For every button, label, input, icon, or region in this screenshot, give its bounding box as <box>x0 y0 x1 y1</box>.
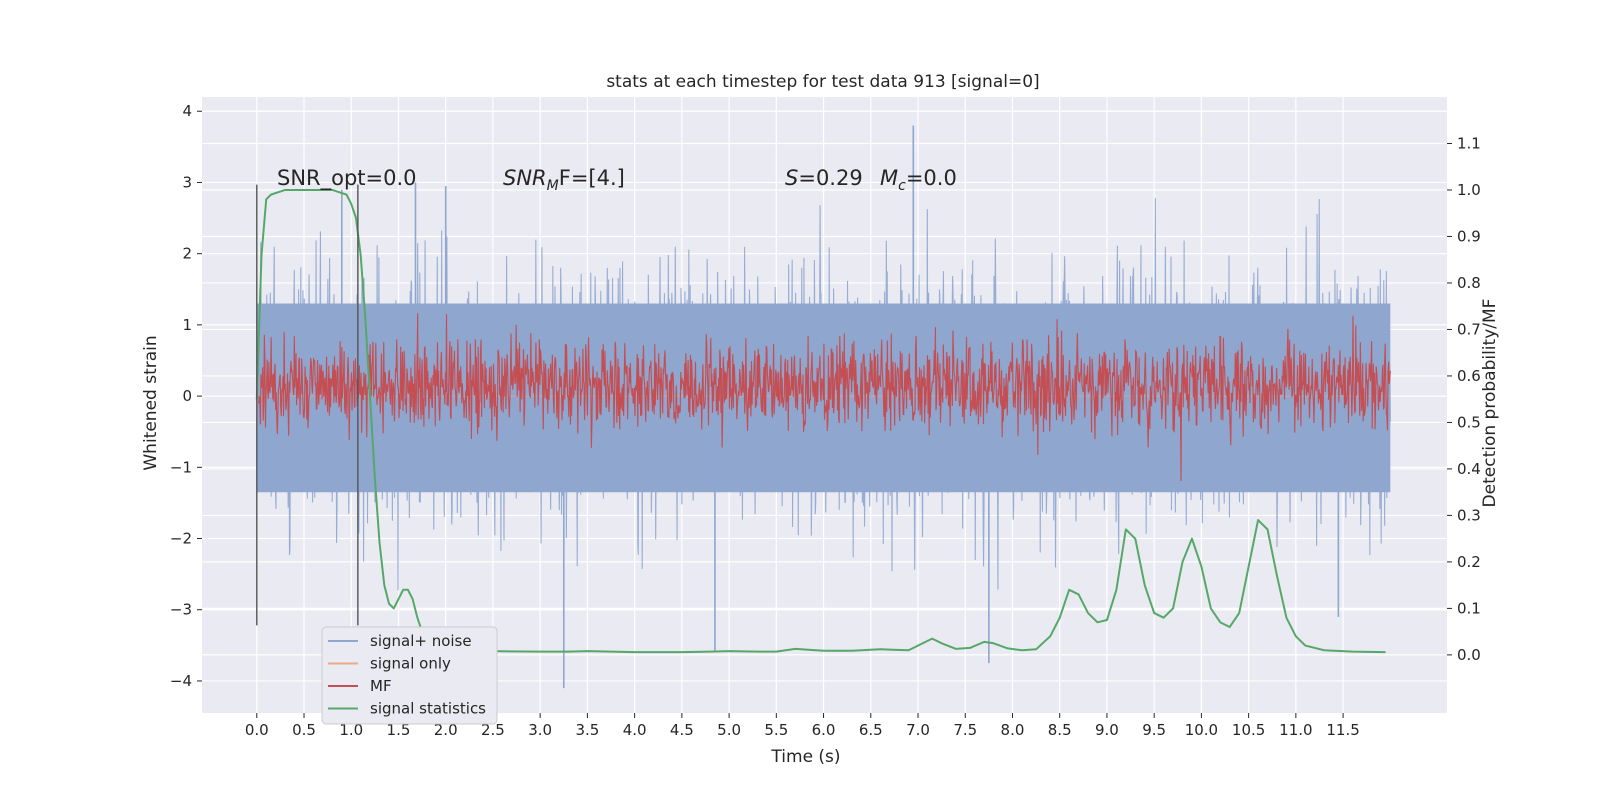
x-tick-label: 10.5 <box>1232 721 1265 739</box>
x-tick-label: 9.0 <box>1095 721 1119 739</box>
x-tick-label: 8.0 <box>1001 721 1025 739</box>
annotation-snr-mf: SNRMF=[4.] <box>503 166 625 194</box>
x-tick-label: 5.0 <box>717 721 741 739</box>
right-y-tick-label: 0.5 <box>1457 413 1481 431</box>
right-y-tick-label: 0.1 <box>1457 599 1481 617</box>
legend-label: MF <box>370 677 392 695</box>
annotation-mc-value: =0.0 <box>906 166 957 190</box>
right-y-tick-label: 0.7 <box>1457 320 1481 338</box>
legend-label: signal statistics <box>370 700 486 718</box>
legend: signal+ noise signal only MF signal statist… <box>321 626 498 725</box>
x-tick-label: 3.0 <box>528 721 552 739</box>
x-tick-label: 8.5 <box>1048 721 1072 739</box>
legend-items: signal+ noise signal only MF signal statist… <box>328 632 486 718</box>
annotation-s-label: S <box>785 166 798 190</box>
x-tick-label: 4.0 <box>623 721 647 739</box>
annotation-mc-base: M <box>880 166 898 190</box>
right-y-tick-label: 0.0 <box>1457 646 1481 664</box>
left-y-axis-ticks: 4 3 2 1 0 −1 −2 −3 −4 <box>170 102 202 690</box>
annotation-s: S=0.29 <box>785 166 863 190</box>
chart-title: stats at each timestep for test data 913… <box>606 72 1039 92</box>
x-tick-label: 0.5 <box>292 721 316 739</box>
series-layer <box>255 125 1391 689</box>
x-tick-label: 2.0 <box>434 721 458 739</box>
right-y-tick-label: 0.3 <box>1457 506 1481 524</box>
series-mf <box>258 313 1391 482</box>
x-tick-label: 2.5 <box>481 721 505 739</box>
left-y-tick-label: 4 <box>182 102 192 120</box>
left-y-tick-label: 3 <box>182 173 192 191</box>
left-y-tick-label: 0 <box>182 387 192 405</box>
vertical-markers <box>256 184 359 626</box>
x-tick-label: 4.5 <box>670 721 694 739</box>
left-y-tick-label: −4 <box>170 672 192 690</box>
annotation-mc-sub: c <box>898 178 906 194</box>
left-y-tick-label: −3 <box>170 601 192 619</box>
left-y-tick-label: −1 <box>170 458 192 476</box>
x-tick-label: 10.0 <box>1185 721 1218 739</box>
x-tick-label: 9.5 <box>1142 721 1166 739</box>
right-y-axis-ticks: 1.1 1.0 0.9 0.8 0.7 0.6 0.5 0.4 0.3 0.2 0.1 0.0 <box>1447 134 1481 664</box>
legend-frame <box>321 626 498 725</box>
x-axis-label: Time (s) <box>770 747 840 767</box>
right-y-tick-label: 1.0 <box>1457 181 1481 199</box>
annotation-mc: Mc=0.0 <box>880 166 957 194</box>
right-y-tick-label: 0.6 <box>1457 367 1481 385</box>
annotation-snr-mf-sub: M <box>547 178 559 194</box>
x-tick-label: 11.0 <box>1279 721 1312 739</box>
x-tick-label: 1.0 <box>339 721 363 739</box>
x-tick-label: 7.5 <box>953 721 977 739</box>
annotation-snr-opt: SNR_opt=0.0 <box>277 166 417 191</box>
left-y-tick-label: 2 <box>182 245 192 263</box>
left-y-axis-label: Whitened strain <box>141 335 161 470</box>
right-y-tick-label: 0.4 <box>1457 460 1481 478</box>
x-tick-label: 7.0 <box>906 721 930 739</box>
legend-label: signal only <box>370 655 451 673</box>
x-tick-label: 6.0 <box>812 721 836 739</box>
annotation-s-value: =0.29 <box>798 166 862 190</box>
legend-label: signal+ noise <box>370 632 472 650</box>
x-tick-label: 0.0 <box>245 721 269 739</box>
right-y-tick-label: 1.1 <box>1457 134 1481 152</box>
right-y-tick-label: 0.9 <box>1457 227 1481 245</box>
series-signal-statistics <box>255 188 1386 654</box>
x-tick-label: 1.5 <box>387 721 411 739</box>
x-axis-ticks: 0.0 0.5 1.0 1.5 2.0 2.5 3.0 3.5 4.0 4.5 5.0 5.5 6.0 6… <box>245 713 1360 739</box>
right-y-tick-label: 0.8 <box>1457 274 1481 292</box>
annotation-snr-mf-base: SNR <box>503 166 547 190</box>
left-y-tick-label: −2 <box>170 530 192 548</box>
right-y-axis-label: Detection probability/MF <box>1480 299 1500 508</box>
x-tick-label: 3.5 <box>575 721 599 739</box>
annotation-snr-mf-rest: F=[4.] <box>559 166 625 190</box>
right-y-tick-label: 0.2 <box>1457 553 1481 571</box>
left-y-tick-label: 1 <box>182 316 192 334</box>
x-tick-label: 11.5 <box>1326 721 1359 739</box>
x-tick-label: 5.5 <box>764 721 788 739</box>
x-tick-label: 6.5 <box>859 721 883 739</box>
